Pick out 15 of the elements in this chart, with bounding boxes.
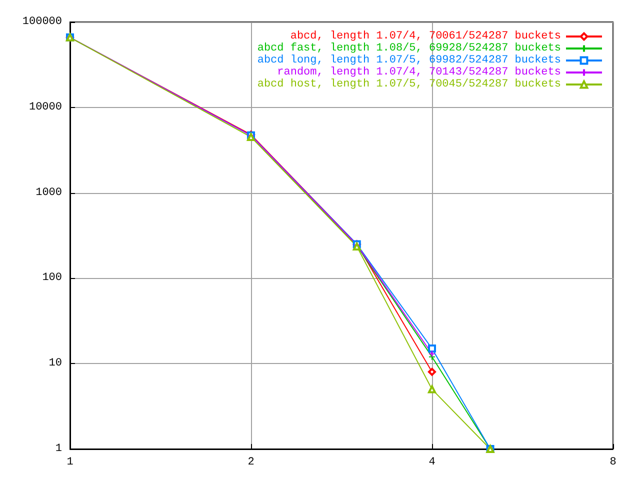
legend-label: abcd fast, length 1.08/5, 69928/524287 buckets — [257, 42, 561, 54]
x-tick-label: 8 — [610, 456, 616, 468]
legend-label: abcd, length 1.07/4, 70061/524287 buckets — [290, 30, 561, 42]
y-tick-label: 10 — [48, 358, 62, 370]
legend-label: abcd host, length 1.07/5, 70045/524287 buckets — [257, 78, 561, 90]
y-tick-label: 1 — [55, 443, 62, 455]
y-tick-label: 1000 — [36, 186, 62, 199]
y-tick-label: 100 — [42, 272, 62, 284]
y-tick-label: 100000 — [22, 16, 62, 28]
x-tick-label: 4 — [428, 456, 436, 468]
y-tick-label: 10000 — [28, 101, 62, 114]
legend-label: abcd long, length 1.07/5, 69982/524287 buckets — [257, 54, 561, 66]
x-tick-label: 2 — [248, 456, 254, 468]
x-tick-label: 1 — [66, 456, 74, 468]
legend-label: random, length 1.07/4, 70143/524287 buckets — [277, 66, 561, 78]
